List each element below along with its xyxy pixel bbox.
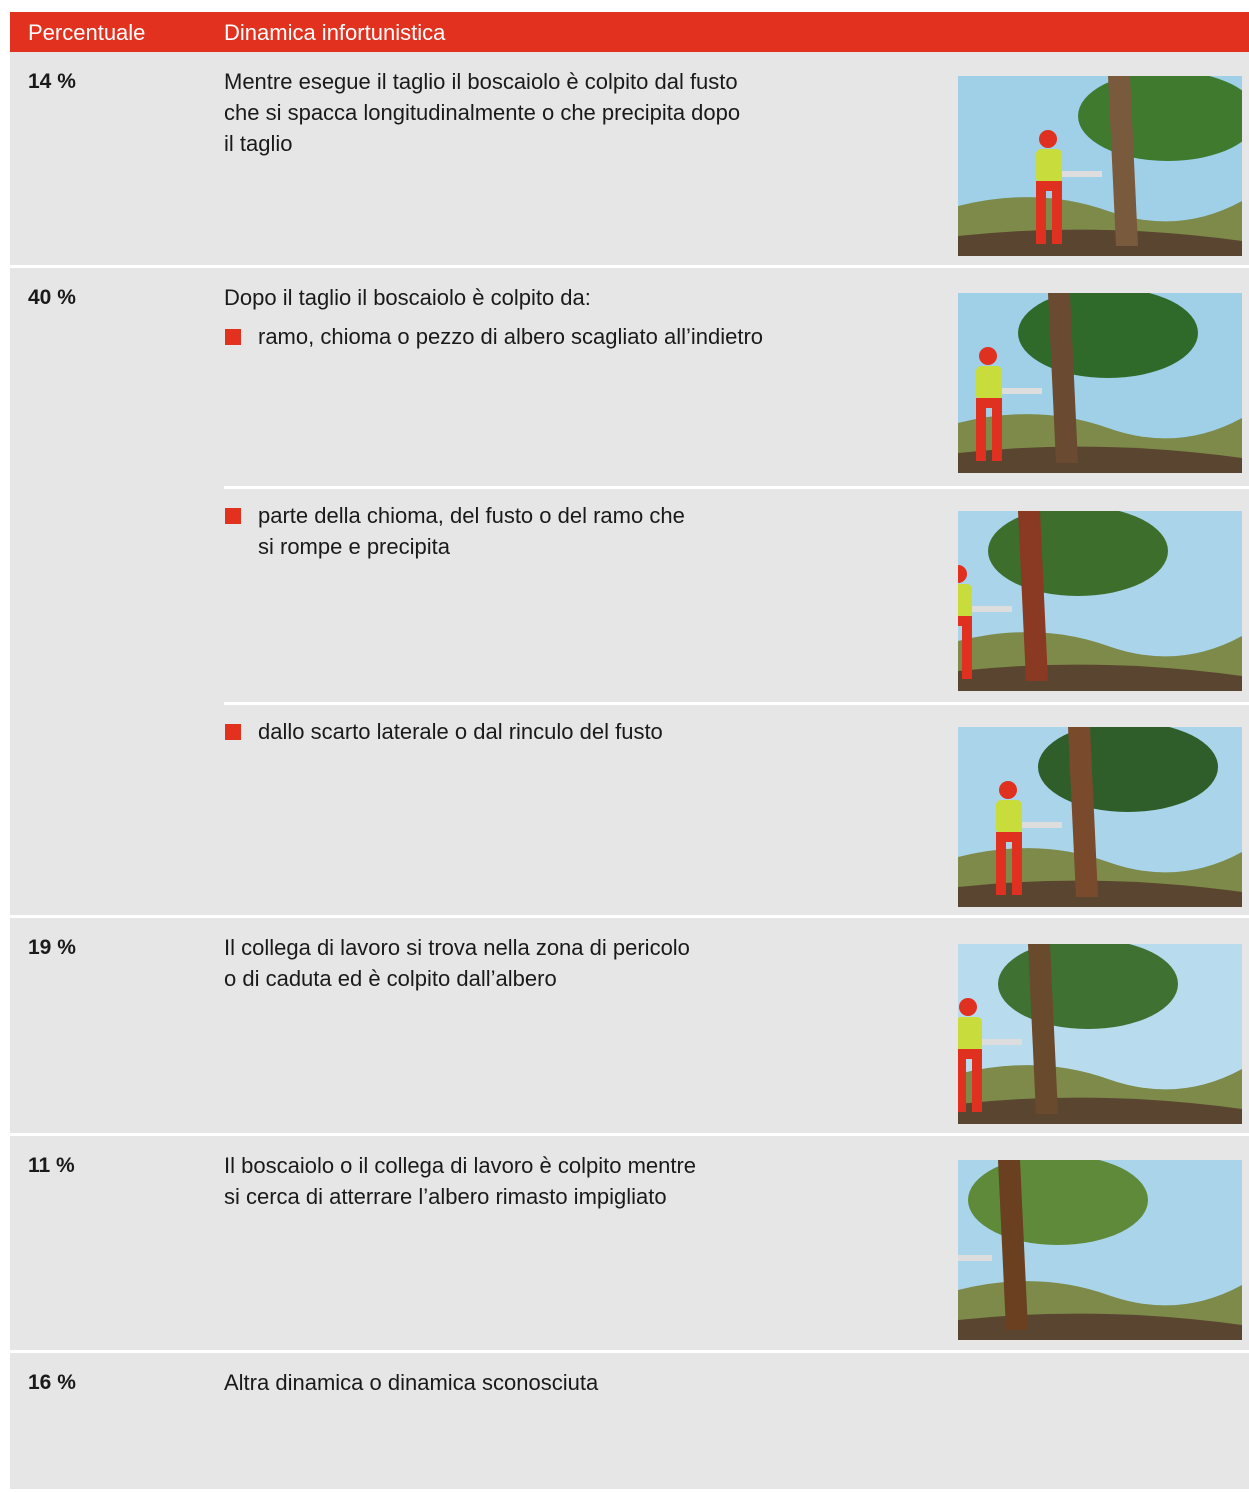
illustration: [958, 722, 1242, 907]
text-line: si rompe e precipita: [258, 534, 450, 559]
percentage: 11 %: [28, 1154, 75, 1177]
illustration: [946, 506, 1242, 691]
text-line: parte della chioma, del fusto o del ramo…: [258, 503, 685, 528]
illustration-svg: [958, 71, 1249, 256]
illustration-svg: [958, 722, 1242, 907]
row-separator: [10, 915, 1249, 918]
illustration-svg: [926, 1155, 1242, 1340]
bullet-marker: [225, 724, 241, 740]
bullet-text: dallo scarto laterale o dal rinculo del …: [258, 716, 663, 747]
percentage: 16 %: [28, 1371, 76, 1394]
illustration-svg: [946, 506, 1242, 691]
description: Mentre esegue il taglio il boscaiolo è c…: [224, 66, 740, 159]
illustration: [926, 1155, 1242, 1340]
column-header: Dinamica infortunistica: [224, 20, 446, 45]
table-row: [10, 1353, 1249, 1489]
text-line: ramo, chioma o pezzo di albero scagliato…: [258, 324, 764, 349]
text-line: Altra dinamica o dinamica sconosciuta: [224, 1370, 599, 1395]
text-line: Dopo il taglio il boscaiolo è colpito da…: [224, 285, 591, 310]
text-line: dallo scarto laterale o dal rinculo del …: [258, 719, 663, 744]
percentage: 19 %: [28, 936, 76, 959]
text-line: si cerca di atterrare l’albero rimasto i…: [224, 1184, 667, 1209]
illustration-svg: [958, 288, 1242, 473]
text-line: Mentre esegue il taglio il boscaiolo è c…: [224, 69, 738, 94]
percentage: 40 %: [28, 286, 76, 309]
illustration-svg: [956, 939, 1242, 1124]
row-separator: [10, 1133, 1249, 1136]
description: Dopo il taglio il boscaiolo è colpito da…: [224, 282, 591, 313]
sub-separator: [224, 702, 1249, 705]
row-separator: [10, 265, 1249, 268]
text-line: il taglio: [224, 131, 293, 156]
illustration: [958, 71, 1249, 256]
text-line: Il collega di lavoro si trova nella zona…: [224, 935, 690, 960]
text-line: Il boscaiolo o il collega di lavoro è co…: [224, 1153, 697, 1178]
column-header: Percentuale: [28, 20, 146, 45]
bullet-text: parte della chioma, del fusto o del ramo…: [258, 500, 685, 562]
bullet-marker: [225, 508, 241, 524]
percentage: 14 %: [28, 70, 76, 93]
bullet-marker: [225, 329, 241, 345]
illustration: [958, 288, 1242, 473]
table-header: Percentuale Dinamica infortunistica: [10, 12, 1249, 52]
sub-separator: [224, 486, 1249, 489]
row-separator: [10, 1350, 1249, 1353]
text-line: o di caduta ed è colpito dall’albero: [224, 966, 557, 991]
bullet-text: ramo, chioma o pezzo di albero scagliato…: [258, 321, 763, 352]
description: Altra dinamica o dinamica sconosciuta: [224, 1367, 598, 1398]
text-line: che si spacca longitudinalmente o che pr…: [224, 100, 741, 125]
illustration: [956, 939, 1242, 1124]
description: Il collega di lavoro si trova nella zona…: [224, 932, 690, 994]
description: Il boscaiolo o il collega di lavoro è co…: [224, 1150, 696, 1212]
